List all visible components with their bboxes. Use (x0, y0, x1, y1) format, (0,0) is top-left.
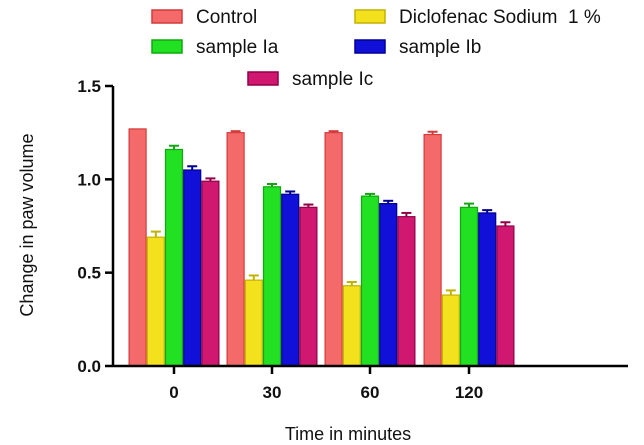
bar-diclofenac-sodium-1--60 (342, 285, 361, 367)
y-axis-title: Change in paw volume (17, 133, 37, 316)
legend-label-control: Control (196, 7, 257, 28)
axes: 0.0 0.5 1.0 1.5 0 30 60 120 (77, 77, 628, 402)
x-tick-label: 30 (263, 383, 282, 402)
bar-sample-ia-60 (360, 195, 380, 367)
bar-sample-ia-120 (459, 206, 479, 367)
y-tick-label: 0.0 (77, 357, 101, 376)
legend-swatch-control (151, 9, 183, 24)
legend-swatch-sample-ic (247, 71, 279, 86)
bar-sample-ib-30 (281, 193, 300, 367)
y-tick-label: 0.5 (77, 264, 101, 283)
legend-label-diclofenac-sodium-1-: Diclofenac Sodium 1 % (399, 7, 601, 28)
bar-control-60 (324, 132, 343, 367)
bar-sample-ic-30 (299, 206, 318, 367)
legend-label-sample-ia: sample Ia (196, 37, 279, 58)
bar-diclofenac-sodium-1--0 (146, 236, 165, 367)
x-tick-label: 60 (361, 383, 380, 402)
x-axis-title: Time in minutes (285, 424, 411, 444)
x-tick-label: 0 (169, 383, 178, 402)
x-tick-label: 120 (455, 383, 483, 402)
legend-swatch-diclofenac-sodium-1- (354, 9, 386, 24)
bar-diclofenac-sodium-1--30 (244, 279, 263, 367)
bar-sample-ia-0 (164, 148, 184, 367)
legend-label-sample-ic: sample Ic (292, 69, 373, 90)
bar-sample-ic-60 (397, 216, 416, 367)
plot-area (128, 128, 515, 367)
bar-sample-ib-60 (379, 203, 398, 367)
bar-sample-ic-120 (496, 225, 515, 367)
bar-sample-ib-120 (478, 212, 497, 367)
bar-control-30 (226, 132, 245, 367)
bar-sample-ia-30 (262, 186, 282, 367)
y-tick-label: 1.0 (77, 170, 101, 189)
legend-swatch-sample-ia (151, 39, 183, 54)
bar-sample-ib-0 (183, 169, 202, 367)
bar-control-0 (128, 128, 147, 367)
y-tick-label: 1.5 (77, 77, 101, 96)
bar-diclofenac-sodium-1--120 (441, 294, 460, 367)
bar-control-120 (423, 133, 442, 367)
legend-swatch-sample-ib (354, 39, 386, 54)
legend-label-sample-ib: sample Ib (399, 37, 481, 58)
bar-sample-ic-0 (201, 180, 220, 367)
legend: Control Diclofenac Sodium 1 % sample Ia sam… (151, 7, 601, 90)
